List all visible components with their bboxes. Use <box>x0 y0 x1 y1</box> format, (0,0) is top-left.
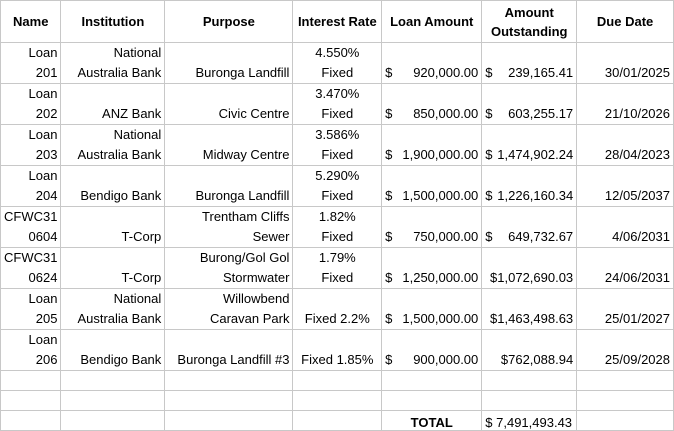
cell-due-date: 4/06/2031 <box>576 206 674 248</box>
header-loan-amount: Loan Amount <box>381 0 483 43</box>
cell-loan-amount: $1,500,000.00 <box>381 288 483 330</box>
header-institution: Institution <box>60 0 166 43</box>
cell-interest-rate: 4.550% Fixed <box>292 42 383 84</box>
cell-due-date: 25/01/2027 <box>576 288 674 330</box>
cell-name: CFWC31 0604 <box>0 206 62 248</box>
total-label: TOTAL <box>381 410 483 431</box>
total-value: $ 7,491,493.43 <box>481 410 578 431</box>
cell-institution: T-Corp <box>60 247 166 289</box>
cell-interest-rate: 1.82% Fixed <box>292 206 383 248</box>
cell-purpose: Willowbend Caravan Park <box>164 288 294 330</box>
cell-name: Loan 206 <box>0 329 62 371</box>
table-row: CFWC31 0604 T-Corp Trentham Cliffs Sewer 1.82… <box>0 206 674 248</box>
cell-purpose: Trentham Cliffs Sewer <box>164 206 294 248</box>
cell-loan-amount: $1,900,000.00 <box>381 124 483 166</box>
cell-institution: National Australia Bank <box>60 42 166 84</box>
cell-name: Loan 202 <box>0 83 62 125</box>
cell-institution: ANZ Bank <box>60 83 166 125</box>
cell-purpose: Burong/Gol Gol Stormwater <box>164 247 294 289</box>
cell-name: Loan 203 <box>0 124 62 166</box>
cell-name: Loan 204 <box>0 165 62 207</box>
cell-interest-rate: Fixed 1.85% <box>292 329 383 371</box>
cell-amount-outstanding: $762,088.94 <box>481 329 578 371</box>
cell-due-date: 12/05/2037 <box>576 165 674 207</box>
cell-institution: National Australia Bank <box>60 288 166 330</box>
cell-amount-outstanding: $1,463,498.63 <box>481 288 578 330</box>
cell-loan-amount: $1,500,000.00 <box>381 165 483 207</box>
table-row: Loan 204 Bendigo Bank Buronga Landfill 5.290… <box>0 165 674 207</box>
cell-purpose: Buronga Landfill <box>164 165 294 207</box>
cell-purpose: Civic Centre <box>164 83 294 125</box>
table-row: Loan 206 Bendigo Bank Buronga Landfill #3 Fi… <box>0 329 674 371</box>
cell-purpose: Buronga Landfill <box>164 42 294 84</box>
cell-interest-rate: 1.79% Fixed <box>292 247 383 289</box>
cell-amount-outstanding: $603,255.17 <box>481 83 578 125</box>
cell-institution: Bendigo Bank <box>60 329 166 371</box>
table-row: Loan 203 National Australia Bank Midway Cent… <box>0 124 674 166</box>
cell-amount-outstanding: $1,226,160.34 <box>481 165 578 207</box>
cell-due-date: 21/10/2026 <box>576 83 674 125</box>
cell-name: Loan 201 <box>0 42 62 84</box>
table-row: Loan 202 ANZ Bank Civic Centre 3.470% Fixed $8… <box>0 83 674 125</box>
total-row: TOTAL $ 7,491,493.43 <box>0 410 674 431</box>
cell-amount-outstanding: $1,474,902.24 <box>481 124 578 166</box>
header-interest-rate: Interest Rate <box>292 0 383 43</box>
header-amount-outstanding: Amount Outstanding <box>481 0 578 43</box>
cell-purpose: Midway Centre <box>164 124 294 166</box>
cell-amount-outstanding: $1,072,690.03 <box>481 247 578 289</box>
empty-row <box>0 370 674 391</box>
cell-name: Loan 205 <box>0 288 62 330</box>
table-row: Loan 201 National Australia Bank Buronga Lan… <box>0 42 674 84</box>
cell-due-date: 24/06/2031 <box>576 247 674 289</box>
cell-loan-amount: $1,250,000.00 <box>381 247 483 289</box>
header-name: Name <box>0 0 62 43</box>
cell-due-date: 28/04/2023 <box>576 124 674 166</box>
empty-row <box>0 390 674 411</box>
cell-amount-outstanding: $649,732.67 <box>481 206 578 248</box>
table-row: CFWC31 0624 T-Corp Burong/Gol Gol Stormwater… <box>0 247 674 289</box>
cell-interest-rate: 3.470% Fixed <box>292 83 383 125</box>
cell-interest-rate: 3.586% Fixed <box>292 124 383 166</box>
cell-amount-outstanding: $239,165.41 <box>481 42 578 84</box>
cell-interest-rate: Fixed 2.2% <box>292 288 383 330</box>
cell-loan-amount: $750,000.00 <box>381 206 483 248</box>
cell-loan-amount: $850,000.00 <box>381 83 483 125</box>
cell-due-date: 25/09/2028 <box>576 329 674 371</box>
cell-purpose: Buronga Landfill #3 <box>164 329 294 371</box>
cell-interest-rate: 5.290% Fixed <box>292 165 383 207</box>
cell-institution: T-Corp <box>60 206 166 248</box>
cell-institution: Bendigo Bank <box>60 165 166 207</box>
cell-loan-amount: $920,000.00 <box>381 42 483 84</box>
header-row: Name Institution Purpose Interest Rate L… <box>0 0 674 43</box>
table-row: Loan 205 National Australia Bank Willowbend C… <box>0 288 674 330</box>
header-purpose: Purpose <box>164 0 294 43</box>
cell-institution: National Australia Bank <box>60 124 166 166</box>
cell-due-date: 30/01/2025 <box>576 42 674 84</box>
cell-loan-amount: $900,000.00 <box>381 329 483 371</box>
header-due-date: Due Date <box>576 0 674 43</box>
cell-name: CFWC31 0624 <box>0 247 62 289</box>
